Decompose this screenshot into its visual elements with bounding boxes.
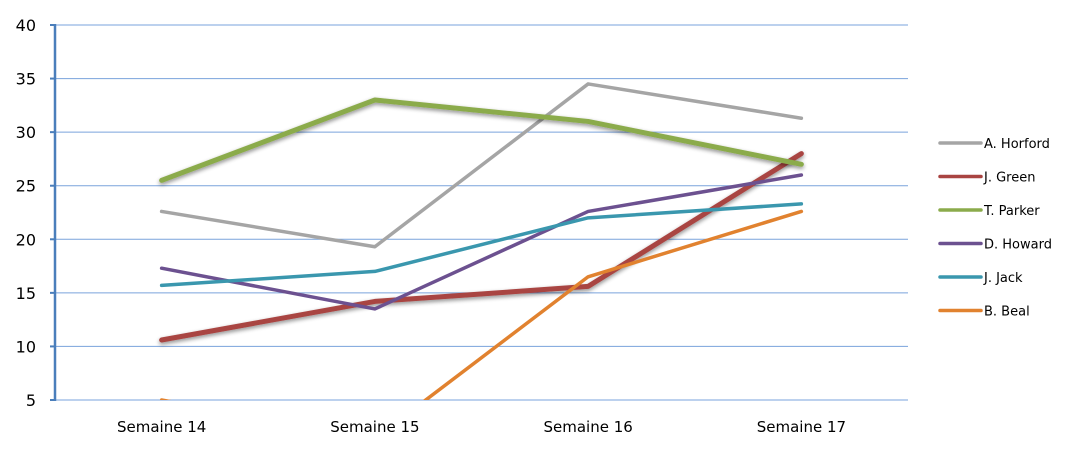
y-tick-label: 20 — [16, 230, 36, 249]
legend-label: J. Jack — [983, 271, 1023, 286]
y-tick-label: 5 — [26, 391, 36, 410]
series-line-j-green — [162, 154, 802, 340]
legend-label: A. Horford — [984, 137, 1050, 152]
x-tick-label: Semaine 17 — [757, 418, 846, 436]
x-tick-label: Semaine 15 — [330, 418, 419, 436]
y-axis: 5 10 15 20 25 30 35 40 — [16, 16, 55, 410]
legend-label: T. Parker — [983, 204, 1040, 219]
x-axis: Semaine 14 Semaine 15 Semaine 16 Semaine 17 — [117, 418, 846, 436]
x-tick-label: Semaine 14 — [117, 418, 206, 436]
gridlines — [55, 25, 908, 400]
y-tick-label: 30 — [16, 123, 36, 142]
legend-label: J. Green — [983, 171, 1035, 186]
y-tick-label: 40 — [16, 16, 36, 35]
y-tick-label: 15 — [16, 284, 36, 303]
legend-label: B. Beal — [984, 305, 1030, 320]
y-tick-label: 25 — [16, 177, 36, 196]
series-lines — [162, 84, 802, 439]
legend-label: D. Howard — [984, 238, 1052, 253]
series-line-t-parker — [162, 100, 802, 180]
legend: A. Horford J. Green T. Parker D. Howard J. J… — [940, 137, 1052, 320]
y-tick-label: 35 — [16, 70, 36, 89]
x-tick-label: Semaine 16 — [543, 418, 632, 436]
y-tick-label: 10 — [16, 337, 36, 356]
